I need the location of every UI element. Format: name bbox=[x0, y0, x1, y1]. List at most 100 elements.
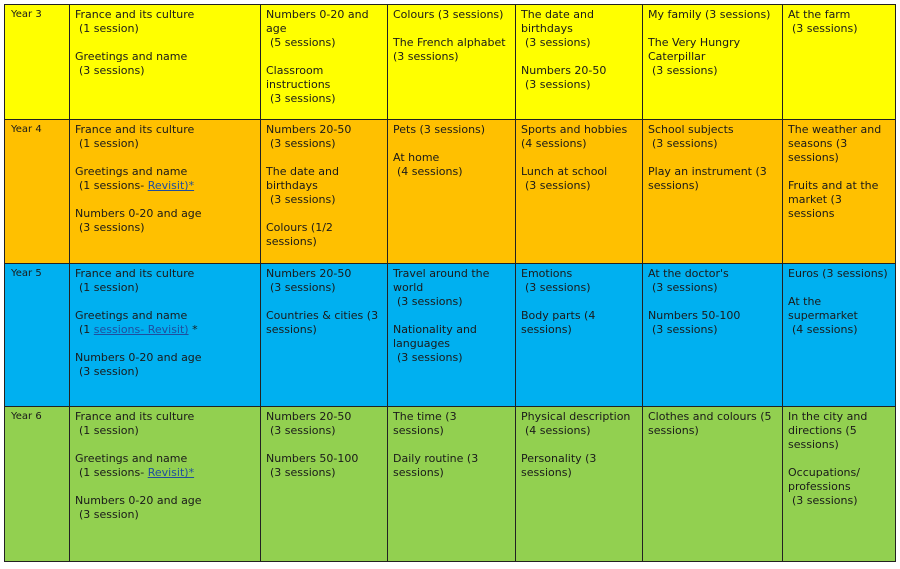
topic-title: Sports and hobbies (4 sessions) bbox=[521, 123, 628, 150]
topic-entry: Numbers 0-20 and age (3 session) bbox=[75, 351, 255, 379]
topic-title: At the supermarket bbox=[788, 295, 858, 322]
topic-entry: Physical description (4 sessions) bbox=[521, 410, 637, 438]
topic-entry: Fruits and at the market (3 sessions bbox=[788, 179, 890, 221]
topic-title: Personality (3 sessions) bbox=[521, 452, 597, 479]
topic-title: Colours (1/2 sessions) bbox=[266, 221, 333, 248]
session-text: (3 sessions) bbox=[525, 36, 591, 49]
topic-title: In the city and directions (5 sessions) bbox=[788, 410, 868, 451]
session-text: (3 sessions) bbox=[270, 424, 336, 437]
topic-entry: Numbers 20-50 (3 sessions) bbox=[266, 123, 382, 151]
topic-cell: The weather and seasons (3 sessions) Frui… bbox=[782, 119, 896, 264]
topic-entry: Body parts (4 sessions) bbox=[521, 309, 637, 337]
session-text: (1 session) bbox=[79, 137, 139, 150]
topic-cell: In the city and directions (5 sessions) O… bbox=[782, 406, 896, 562]
topic-entry: Numbers 0-20 and age (3 sessions) bbox=[75, 207, 255, 235]
topic-title: Nationality and languages bbox=[393, 323, 477, 350]
session-text: (3 session) bbox=[79, 365, 139, 378]
topic-cell: France and its culture (1 session) Greetin… bbox=[69, 406, 261, 562]
topic-title: France and its culture bbox=[75, 410, 195, 423]
topic-cell: The date and birthdays (3 sessions) Number… bbox=[515, 4, 643, 120]
topic-title: At home bbox=[393, 151, 440, 164]
topic-cell: Clothes and colours (5 sessions) bbox=[642, 406, 783, 562]
session-text: (4 sessions) bbox=[397, 165, 463, 178]
session-count: (3 sessions) bbox=[648, 323, 777, 337]
session-text: (3 sessions) bbox=[525, 179, 591, 192]
topic-title: Greetings and name bbox=[75, 309, 188, 322]
session-text: (3 sessions) bbox=[525, 281, 591, 294]
topic-title: Occupations/ professions bbox=[788, 466, 860, 493]
table-row: Year 5 France and its culture (1 session) G… bbox=[4, 263, 896, 407]
topic-entry: Greetings and name (1 sessions- Revisit)* bbox=[75, 165, 255, 193]
topic-cell: School subjects (3 sessions) Play an instr… bbox=[642, 119, 783, 264]
session-count: (3 sessions) bbox=[393, 351, 510, 365]
topic-entry: At home (4 sessions) bbox=[393, 151, 510, 179]
topic-entry: Personality (3 sessions) bbox=[521, 452, 637, 480]
session-count: (3 sessions) bbox=[266, 92, 382, 106]
session-count: (5 sessions) bbox=[266, 36, 382, 50]
topic-title: Euros (3 sessions) bbox=[788, 267, 888, 280]
topic-entry: France and its culture (1 session) bbox=[75, 123, 255, 151]
session-text: (3 sessions) bbox=[79, 221, 145, 234]
session-text: (3 sessions) bbox=[270, 92, 336, 105]
session-count: (3 sessions) bbox=[788, 494, 890, 508]
session-count: (3 sessions) bbox=[521, 281, 637, 295]
topic-cell: France and its culture (1 session) Greetin… bbox=[69, 263, 261, 407]
topic-entry: Colours (1/2 sessions) bbox=[266, 221, 382, 249]
table-row: Year 4 France and its culture (1 session) G… bbox=[4, 119, 896, 264]
session-count: (3 sessions) bbox=[75, 64, 255, 78]
topic-entry: The date and birthdays (3 sessions) bbox=[266, 165, 382, 207]
session-text: (3 sessions) bbox=[525, 78, 591, 91]
session-text: (1 session) bbox=[79, 22, 139, 35]
topic-title: Daily routine (3 sessions) bbox=[393, 452, 479, 479]
session-count: (1 sessions- Revisit) * bbox=[75, 323, 255, 337]
topic-title: Numbers 0-20 and age bbox=[75, 207, 202, 220]
session-text: (3 sessions) bbox=[79, 64, 145, 77]
session-text: (1 bbox=[79, 323, 94, 336]
topic-title: France and its culture bbox=[75, 8, 195, 21]
topic-title: The weather and seasons (3 sessions) bbox=[788, 123, 882, 164]
session-count: (3 session) bbox=[75, 508, 255, 522]
topic-entry: Countries & cities (3 sessions) bbox=[266, 309, 382, 337]
session-text: (3 sessions) bbox=[270, 466, 336, 479]
topic-title: Numbers 50-100 bbox=[648, 309, 741, 322]
topic-title: Numbers 20-50 bbox=[521, 64, 607, 77]
topic-cell: Numbers 20-50 (3 sessions) The date and bi… bbox=[260, 119, 388, 264]
topic-entry: Play an instrument (3 sessions) bbox=[648, 165, 777, 193]
topic-title: Travel around the world bbox=[393, 267, 490, 294]
session-count: (1 session) bbox=[75, 424, 255, 438]
topic-entry: Daily routine (3 sessions) bbox=[393, 452, 510, 480]
session-count: (3 sessions) bbox=[648, 137, 777, 151]
topic-cell: The time (3 sessions) Daily routine (3 se… bbox=[387, 406, 516, 562]
topic-title: Countries & cities (3 sessions) bbox=[266, 309, 379, 336]
topic-cell: My family (3 sessions) The Very Hungry Ca… bbox=[642, 4, 783, 120]
topic-entry: Greetings and name (1 sessions- Revisit) … bbox=[75, 309, 255, 337]
curriculum-table: Year 3 France and its culture (1 session) G… bbox=[4, 4, 896, 562]
revisit-marker: * bbox=[188, 323, 198, 336]
topic-title: At the farm bbox=[788, 8, 851, 21]
session-count: (1 session) bbox=[75, 137, 255, 151]
topic-title: Numbers 0-20 and age bbox=[266, 8, 369, 35]
session-count: (3 sessions) bbox=[393, 295, 510, 309]
year-label: Year 5 bbox=[4, 263, 70, 407]
topic-entry: France and its culture (1 session) bbox=[75, 410, 255, 438]
topic-entry: Numbers 20-50 (3 sessions) bbox=[266, 410, 382, 438]
topic-entry: The date and birthdays (3 sessions) bbox=[521, 8, 637, 50]
session-text: (3 sessions) bbox=[652, 64, 718, 77]
topic-entry: Greetings and name (1 sessions- Revisit)* bbox=[75, 452, 255, 480]
topic-cell: At the doctor's (3 sessions) Numbers 50-10… bbox=[642, 263, 783, 407]
session-text: (3 sessions) bbox=[270, 193, 336, 206]
topic-entry: France and its culture (1 session) bbox=[75, 267, 255, 295]
topic-title: Greetings and name bbox=[75, 452, 188, 465]
year-label: Year 3 bbox=[4, 4, 70, 120]
topic-title: The time (3 sessions) bbox=[393, 410, 457, 437]
session-text: (3 sessions) bbox=[270, 137, 336, 150]
topic-entry: Nationality and languages (3 sessions) bbox=[393, 323, 510, 365]
session-count: (3 sessions) bbox=[75, 221, 255, 235]
topic-title: Numbers 0-20 and age bbox=[75, 494, 202, 507]
topic-title: Greetings and name bbox=[75, 50, 188, 63]
topic-title: Colours (3 sessions) bbox=[393, 8, 504, 21]
revisit-link: sessions- Revisit) bbox=[93, 323, 189, 336]
topic-cell: Pets (3 sessions) At home (4 sessions) bbox=[387, 119, 516, 264]
topic-title: Classroom instructions bbox=[266, 64, 331, 91]
topic-entry: Euros (3 sessions) bbox=[788, 267, 890, 281]
